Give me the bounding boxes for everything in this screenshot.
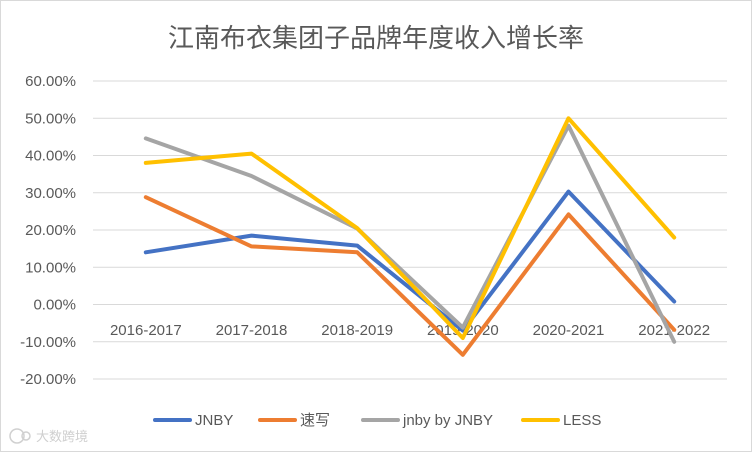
watermark: 大数跨境 — [9, 428, 88, 445]
watermark-text: 大数跨境 — [36, 430, 88, 445]
series-line-JNBY — [143, 189, 677, 333]
gridlines — [93, 80, 727, 380]
legend-label: JNBY — [195, 412, 233, 429]
x-axis-ticks: 2016-2017 2017-2018 2018-2019 2019-2020 2020… — [110, 322, 710, 339]
y-tick-label: 50.00% — [25, 110, 76, 127]
legend-label: jnby by JNBY — [402, 412, 493, 429]
y-tick-label: 0.00% — [33, 297, 76, 314]
x-tick-label: 2017-2018 — [216, 322, 288, 339]
y-tick-label: 10.00% — [25, 259, 76, 276]
y-tick-label: 40.00% — [25, 148, 76, 165]
legend-item: jnby by JNBY — [361, 412, 493, 429]
legend-item: 速写 — [258, 412, 330, 429]
y-tick-label: 20.00% — [25, 222, 76, 239]
series-line-LESS — [143, 116, 677, 340]
x-tick-label: 2020-2021 — [533, 322, 605, 339]
legend-item: LESS — [521, 412, 601, 429]
series-line-jnby-by-JNBY — [143, 123, 677, 344]
legend-label: 速写 — [300, 412, 330, 429]
legend: JNBY 速写 jnby by JNBY LESS — [153, 412, 601, 429]
y-tick-label: -20.00% — [20, 371, 76, 388]
y-tick-label: 60.00% — [25, 73, 76, 90]
series-group — [143, 116, 677, 357]
x-tick-label: 2018-2019 — [321, 322, 393, 339]
logo-icon — [9, 428, 31, 444]
y-tick-label: -10.00% — [20, 334, 76, 351]
series-line-速写 — [143, 195, 677, 357]
chart-title: 江南布衣集团子品牌年度收入增长率 — [168, 24, 584, 54]
legend-label: LESS — [563, 412, 601, 429]
y-tick-label: 30.00% — [25, 185, 76, 202]
legend-item: JNBY — [153, 412, 233, 429]
x-tick-label: 2016-2017 — [110, 322, 182, 339]
y-axis-ticks: 60.00% 50.00% 40.00% 30.00% 20.00% 10.00% 0.00… — [20, 73, 76, 388]
